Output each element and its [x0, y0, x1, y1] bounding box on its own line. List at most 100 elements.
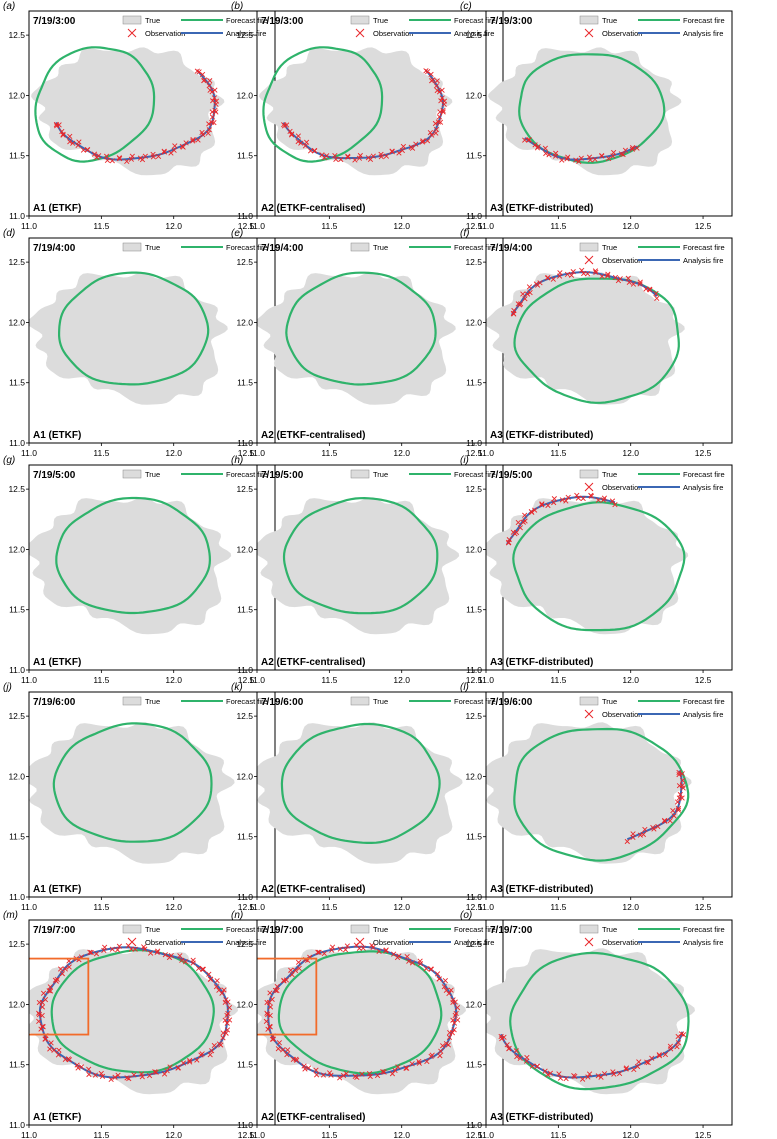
observation-point	[526, 284, 533, 290]
observation-point	[441, 984, 447, 990]
observation-point	[209, 114, 216, 120]
y-tick-label: 11.5	[237, 151, 253, 161]
observation-point	[187, 1057, 193, 1064]
legend: True Forecast fire	[122, 469, 268, 479]
true-fire-area	[259, 47, 453, 176]
observation-point	[272, 987, 279, 994]
y-tick-label: 12.5	[465, 939, 482, 949]
observation-point	[180, 144, 186, 150]
observation-point	[649, 1055, 655, 1061]
y-tick-label: 11.5	[237, 605, 253, 615]
observation-point	[222, 1017, 228, 1023]
observation-point	[42, 1036, 49, 1042]
x-tick-label: 12.5	[238, 902, 255, 912]
observation-point	[302, 1066, 308, 1072]
panel-letter: (i)	[460, 455, 469, 466]
panel-caption: A1 (ETKF)	[33, 884, 81, 895]
legend-observation-label: Observation	[373, 29, 413, 38]
panel-letter: (e)	[231, 228, 243, 239]
y-tick-label: 12.5	[8, 257, 25, 267]
observation-point	[517, 525, 523, 531]
y-tick-label: 12.0	[465, 999, 482, 1009]
panel-caption: A2 (ETKF-centralised)	[261, 203, 365, 214]
observation-point	[517, 1055, 523, 1061]
observation-point	[550, 276, 556, 282]
observation-point	[342, 947, 349, 953]
observation-point	[221, 987, 227, 993]
observation-point	[675, 807, 682, 813]
observation-point	[624, 838, 630, 845]
observation-point	[604, 273, 611, 279]
observation-point	[209, 119, 215, 125]
observation-point	[115, 1072, 121, 1078]
observation-point	[141, 944, 147, 950]
observation-point	[452, 1012, 458, 1019]
observation-point	[572, 1073, 578, 1080]
y-tick-label: 11.0	[9, 438, 25, 448]
observation-point	[40, 990, 47, 996]
plot-area	[29, 943, 238, 1095]
observation-point	[86, 1071, 92, 1078]
x-tick-label: 11.0	[21, 902, 37, 912]
observation-point	[86, 1066, 92, 1072]
panel-timestamp: 7/19/5:00	[261, 470, 304, 481]
observation-point	[667, 818, 673, 824]
observation-point	[533, 281, 539, 287]
legend-true-label: True	[145, 243, 160, 252]
forecast-fire-line	[512, 501, 686, 632]
observation-point	[542, 1068, 548, 1074]
x-tick-label: 11.5	[550, 1130, 566, 1139]
legend-observation-swatch	[584, 482, 594, 492]
observation-point	[338, 156, 344, 163]
legend-observation-swatch	[584, 709, 594, 719]
observation-point	[437, 109, 443, 115]
chart-panel: 11.011.0 11.5 11.5 12.0 12.0 12.5 12.5 (l) 7/19/…	[460, 682, 733, 912]
y-tick-label: 12.0	[236, 999, 253, 1009]
observation-point	[102, 944, 108, 950]
observation-point	[199, 1051, 205, 1057]
observation-point	[539, 501, 545, 507]
observation-point	[506, 1045, 512, 1052]
observation-point	[442, 977, 448, 984]
observation-point	[420, 138, 426, 144]
legend-true-swatch	[579, 696, 599, 706]
legend-observation-swatch	[584, 28, 594, 38]
observation-point	[359, 1071, 365, 1077]
panel-frame	[485, 237, 733, 444]
observation-point	[510, 310, 516, 316]
y-tick-label: 12.0	[8, 771, 25, 781]
x-tick-label: 11.5	[550, 448, 566, 458]
legend-analysis-label: Analysis fire	[454, 29, 494, 38]
observation-point	[529, 1063, 536, 1069]
y-tick-label: 12.0	[8, 317, 25, 327]
observation-point	[190, 138, 196, 144]
observation-point	[177, 953, 183, 959]
observation-point	[557, 1075, 564, 1081]
y-tick-label: 11.0	[466, 892, 482, 902]
y-tick-label: 11.5	[466, 151, 482, 161]
x-tick-label: 12.5	[238, 1130, 255, 1139]
x-tick-label: 11.0	[478, 221, 494, 231]
observation-point	[605, 271, 611, 277]
observation-point	[428, 71, 434, 77]
observation-point	[263, 1018, 270, 1025]
observation-point	[400, 143, 407, 150]
observation-point	[216, 1041, 223, 1047]
observation-point	[324, 153, 330, 159]
observation-point	[528, 508, 534, 515]
observation-point	[207, 78, 213, 84]
forecast-fire-line	[282, 497, 439, 615]
y-tick-label: 11.0	[466, 438, 482, 448]
observation-point	[446, 1034, 453, 1040]
observation-point	[67, 139, 73, 145]
observation-point	[212, 87, 218, 93]
observation-point	[62, 966, 68, 972]
y-tick-label: 11.5	[9, 378, 25, 388]
observation-point	[195, 137, 201, 143]
legend-analysis-label: Analysis fire	[226, 938, 266, 947]
observation-point	[520, 519, 526, 525]
observation-point	[450, 1017, 456, 1023]
true-fire-area	[31, 47, 225, 176]
observation-point	[625, 275, 631, 281]
legend-true-swatch	[122, 242, 142, 252]
